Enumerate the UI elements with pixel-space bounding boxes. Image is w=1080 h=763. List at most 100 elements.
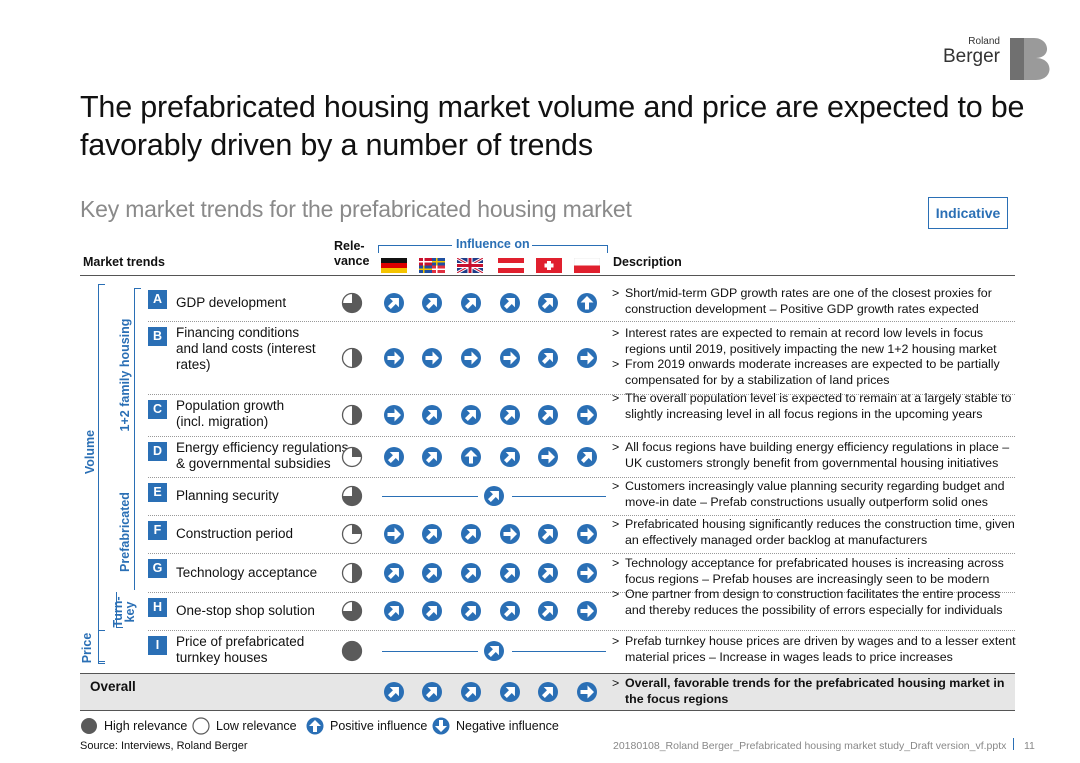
row-separator <box>148 630 1015 631</box>
positive-influence-icon <box>538 293 558 313</box>
neutral-influence-icon <box>384 524 404 544</box>
neutral-influence-icon <box>538 447 558 467</box>
row-separator <box>148 477 1015 478</box>
trend-name: Planning security <box>176 488 279 504</box>
positive-influence-icon <box>384 563 404 583</box>
trend-name-line: Population growth <box>176 398 285 413</box>
neutral-influence-icon <box>577 682 597 702</box>
logo-line2: Berger <box>942 46 1000 67</box>
positive-influence-icon <box>577 293 597 313</box>
positive-influence-icon <box>461 405 481 425</box>
high-relevance-icon <box>81 718 97 734</box>
header-rule <box>80 275 1015 276</box>
overall-label: Overall <box>90 679 136 694</box>
volume-label: Volume <box>83 429 97 475</box>
positive-influence-icon <box>461 447 481 467</box>
trend-name-line: Financing conditions <box>176 325 300 340</box>
trend-letter-g: G <box>148 559 167 578</box>
overall-description: > Overall, favorable trends for the prefa… <box>612 676 1017 707</box>
trend-description: > Prefabricated housing significantly red… <box>612 517 1017 548</box>
trend-letter-b: B <box>148 327 167 346</box>
positive-influence-icon <box>422 601 442 621</box>
relevance-harvey-ball-icon <box>341 404 363 426</box>
description-bullet: One partner from design to construction … <box>625 587 1003 617</box>
nordics-flag-icon <box>419 258 445 273</box>
trend-letter-d: D <box>148 442 167 461</box>
trend-name-line: GDP development <box>176 295 287 310</box>
relevance-harvey-ball-icon <box>341 292 363 314</box>
header-influence-label: Influence on <box>456 237 530 251</box>
positive-influence-icon <box>500 293 520 313</box>
low-relevance-icon <box>192 717 210 735</box>
trend-letter-c: C <box>148 400 167 419</box>
neutral-influence-icon <box>384 348 404 368</box>
switzerland-flag-icon <box>536 258 562 273</box>
row-separator <box>148 394 1015 395</box>
volume-bracket <box>98 284 105 662</box>
trend-name-line: (incl. migration) <box>176 414 269 429</box>
family-housing-label: 1+2 family housing <box>118 318 132 432</box>
positive-influence-icon <box>461 524 481 544</box>
trend-name-line: & governmental subsidies <box>176 456 331 471</box>
relevance-harvey-ball-icon <box>341 446 363 468</box>
prefabricated-label: Prefabricated <box>118 492 132 572</box>
legend-low-relevance: Low relevance <box>192 717 297 735</box>
germany-flag-icon <box>381 258 407 273</box>
neutral-influence-icon <box>384 405 404 425</box>
footer-divider <box>1013 738 1014 750</box>
row-separator <box>148 436 1015 437</box>
header-market-trends: Market trends <box>83 255 165 269</box>
neutral-influence-icon <box>577 563 597 583</box>
influence-all-line <box>382 496 478 497</box>
positive-influence-icon <box>422 524 442 544</box>
header-description: Description <box>613 255 682 269</box>
positive-influence-icon <box>500 447 520 467</box>
positive-influence-icon <box>384 447 404 467</box>
negative-influence-icon <box>432 717 450 735</box>
row-separator <box>148 321 1015 322</box>
positive-influence-icon <box>422 447 442 467</box>
positive-influence-icon <box>461 293 481 313</box>
legend-negative-influence: Negative influence <box>432 717 559 735</box>
neutral-influence-icon <box>461 348 481 368</box>
relevance-harvey-ball-icon <box>341 523 363 545</box>
family-bracket <box>134 288 141 590</box>
trend-letter-a: A <box>148 290 167 309</box>
turnkey-label: Turn- key <box>111 592 137 632</box>
legend-positive-label: Positive influence <box>330 719 428 733</box>
page-number: 11 <box>1024 740 1035 752</box>
trend-description: > Prefab turnkey house prices are driven … <box>612 634 1016 664</box>
neutral-influence-icon <box>577 348 597 368</box>
legend-low-label: Low relevance <box>216 719 297 733</box>
positive-influence-icon <box>500 601 520 621</box>
influence-all-line <box>382 651 478 652</box>
description-bullet: The overall population level is expected… <box>625 391 1012 421</box>
poland-flag-icon <box>574 258 600 273</box>
trend-description: > Customers increasingly value planning s… <box>612 479 1017 510</box>
description-bullet: From 2019 onwards moderate increases are… <box>625 357 1000 387</box>
trend-name: Financing conditions and land costs (inte… <box>176 325 316 373</box>
positive-influence-icon <box>484 486 504 506</box>
trend-letter-f: F <box>148 521 167 540</box>
positive-influence-icon <box>538 405 558 425</box>
relevance-harvey-ball-icon <box>341 562 363 584</box>
trend-name-line: Price of prefabricated <box>176 634 305 649</box>
positive-influence-icon <box>422 293 442 313</box>
trend-name: Technology acceptance <box>176 565 317 581</box>
trend-name: Construction period <box>176 526 293 542</box>
positive-influence-icon <box>500 682 520 702</box>
neutral-influence-icon <box>500 524 520 544</box>
positive-influence-icon <box>461 601 481 621</box>
turnkey-bracket <box>116 592 123 628</box>
header-influence-on: Influence on <box>378 237 608 257</box>
trend-name-line: Construction period <box>176 526 294 541</box>
trend-name: Price of prefabricated turnkey houses <box>176 634 304 666</box>
trend-description: > One partner from design to construction… <box>612 587 1017 618</box>
trend-description: > Short/mid-term GDP growth rates are one… <box>612 286 1017 317</box>
uk-flag-icon <box>457 258 483 273</box>
header-relevance-line2: vance <box>334 254 370 268</box>
positive-influence-icon <box>577 447 597 467</box>
trend-name: GDP development <box>176 295 286 311</box>
logo-b-mark-icon <box>1010 38 1050 80</box>
trend-description: > All focus regions have building energy … <box>612 440 1017 471</box>
